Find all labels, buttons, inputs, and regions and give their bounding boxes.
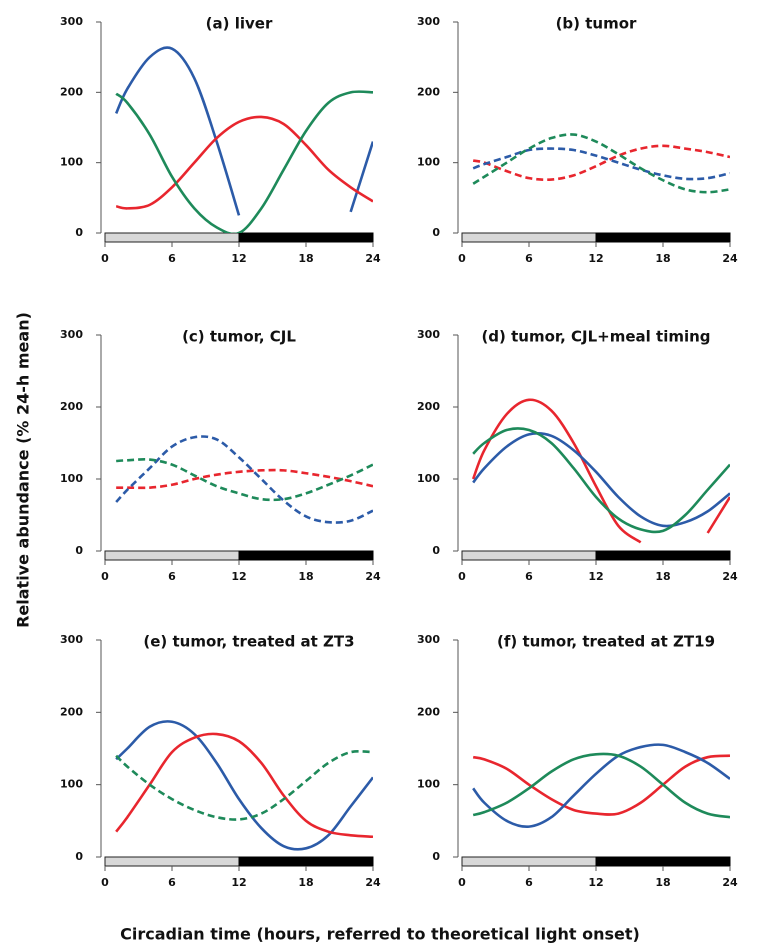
light-period-bar [461,232,597,243]
y-tick-label: 100 [417,472,440,485]
y-tick-label: 100 [417,156,440,169]
panel-title: (c) tumor, CJL [182,328,296,346]
y-tick-label: 0 [75,226,83,239]
series-line [472,147,730,181]
x-tick-label: 0 [458,570,466,583]
y-tick-label: 300 [60,15,83,28]
x-tick-label: 6 [168,876,176,889]
y-axis-label: Relative abundance (% 24-h mean) [14,312,33,628]
y-tick-label: 200 [417,400,440,413]
y-tick-label: 200 [60,400,83,413]
x-tick-label: 6 [525,876,533,889]
y-tick-label: 300 [417,328,440,341]
x-tick-label: 24 [365,252,381,265]
light-period-bar [104,856,240,867]
series-line [115,732,373,839]
y-tick-label: 100 [60,156,83,169]
x-tick-label: 24 [365,876,381,889]
dark-period-bar [238,232,374,243]
x-tick-label: 12 [231,570,246,583]
x-tick-label: 24 [722,252,738,265]
x-tick-label: 24 [722,570,738,583]
y-tick-label: 200 [60,705,83,718]
dark-period-bar [238,856,374,867]
series-line [472,133,730,194]
series-line [472,754,730,816]
light-period-bar [104,232,240,243]
y-tick-label: 100 [60,778,83,791]
y-tick-label: 0 [75,544,83,557]
x-tick-label: 12 [588,876,603,889]
light-period-bar [461,856,597,867]
x-tick-label: 12 [588,570,603,583]
y-tick-label: 300 [60,328,83,341]
series-line [116,458,373,502]
x-tick-label: 0 [101,252,109,265]
y-tick-label: 200 [417,705,440,718]
y-tick-label: 0 [75,850,83,863]
panel-title: (e) tumor, treated at ZT3 [143,633,354,651]
x-tick-label: 6 [525,570,533,583]
y-tick-label: 200 [60,85,83,98]
y-tick-label: 100 [60,472,83,485]
x-tick-label: 0 [458,252,466,265]
dark-period-bar [595,232,731,243]
x-tick-label: 6 [168,252,176,265]
x-tick-label: 18 [655,570,670,583]
x-tick-label: 0 [101,876,109,889]
panel-title: (a) liver [206,15,273,33]
x-tick-label: 18 [655,252,670,265]
y-tick-label: 100 [417,778,440,791]
y-tick-label: 300 [417,15,440,28]
series-line [115,90,373,233]
x-tick-label: 12 [588,252,603,265]
x-tick-label: 6 [168,570,176,583]
light-period-bar [461,550,597,561]
dark-period-bar [595,856,731,867]
series-line [115,115,373,210]
series-line [472,743,730,829]
x-tick-label: 12 [231,252,246,265]
series-line [115,435,373,524]
series-line [115,750,373,821]
x-tick-label: 12 [231,876,246,889]
x-axis-label: Circadian time (hours, referred to theor… [120,925,640,944]
x-tick-label: 24 [365,570,381,583]
series-line [472,752,730,819]
light-period-bar [104,550,240,561]
series-line [472,427,730,534]
x-tick-label: 18 [298,252,313,265]
x-tick-label: 0 [458,876,466,889]
panel-title: (f) tumor, treated at ZT19 [497,633,715,651]
panel-title: (b) tumor [556,15,637,33]
y-tick-label: 0 [432,850,440,863]
dark-period-bar [595,550,731,561]
x-tick-label: 18 [655,876,670,889]
y-tick-label: 300 [60,633,83,646]
series-line [114,46,373,216]
x-tick-label: 24 [722,876,738,889]
y-tick-label: 0 [432,226,440,239]
y-tick-label: 300 [417,633,440,646]
y-tick-label: 0 [432,544,440,557]
series-line [116,468,373,490]
series-line [115,720,373,851]
x-tick-label: 18 [298,876,313,889]
x-tick-label: 18 [298,570,313,583]
series-line [472,432,730,528]
y-tick-label: 200 [417,85,440,98]
x-tick-label: 0 [101,570,109,583]
series-line [472,144,730,182]
dark-period-bar [238,550,374,561]
panel-title: (d) tumor, CJL+meal timing [481,328,710,346]
x-tick-label: 6 [525,252,533,265]
